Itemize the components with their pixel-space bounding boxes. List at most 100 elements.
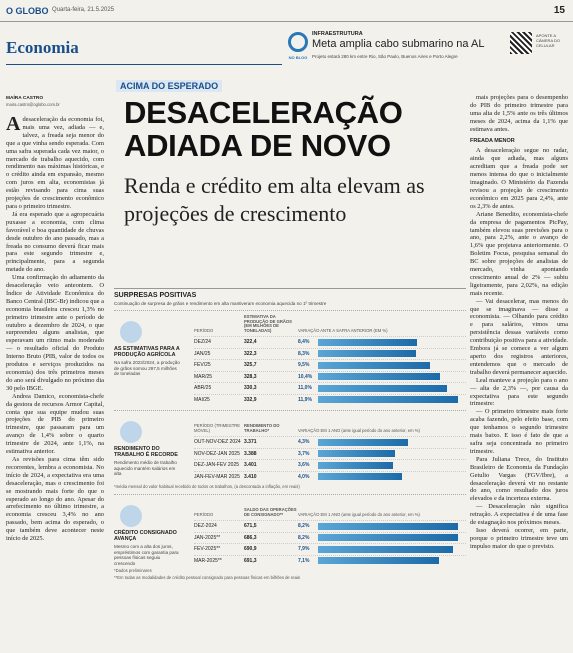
section-label: AS ESTIMATIVAS PARA A PRODUÇÃO AGRÍCOLA <box>114 346 180 359</box>
period: MAI/25 <box>194 396 210 403</box>
change-cell: 7,1% <box>298 557 466 565</box>
paragraph: Andrea Damico, economista-chefe da gesto… <box>6 392 104 456</box>
table-row: MAR/25 328,3 10,4% <box>194 370 466 383</box>
bar <box>318 396 458 404</box>
value: 690,9 <box>244 546 257 553</box>
paragraph: Isso deverá ocorrer, em parte, porque o … <box>470 526 568 550</box>
change-cell: 3,6% <box>298 461 466 469</box>
header-cell: PERÍODO (TRIMESTRE MÓVEL) <box>194 423 241 434</box>
period: MAR-2025** <box>194 557 222 564</box>
table-row: FEV/25 325,7 9,5% <box>194 359 466 371</box>
section-side: CRÉDITO CONSIGNADO AVANÇA Mesmo com a alt… <box>114 497 182 566</box>
promo-title: Meta amplia cabo submarino na AL <box>312 38 485 50</box>
table-row: ABR/25 330,3 11,0% <box>194 382 466 394</box>
paragraph: Para Juliana Trece, do Instituto Brasile… <box>470 455 568 503</box>
promo: NO BLOG INFRAESTRUTURA Meta amplia cabo … <box>288 30 568 66</box>
table-row: DEZ-JAN-FEV 2025 3.401 3,6% <box>194 459 466 471</box>
paragraph: Leal manteve a projeção para o ano — alt… <box>470 376 568 408</box>
bar <box>318 450 396 458</box>
infographic-subtitle: Continuação de surpresa de grãos e rendi… <box>114 301 327 306</box>
bar <box>318 438 408 446</box>
change-cell: 11,0% <box>298 384 466 392</box>
value: 332,9 <box>244 396 257 403</box>
table-row: JAN-2025** 686,3 8,2% <box>194 531 466 544</box>
table-header: PERÍODO SALDO DAS OPERAÇÕES DE CONSIGNADO… <box>194 498 466 520</box>
infographic-sections: AS ESTIMATIVAS PARA A PRODUÇÃO AGRÍCOLA N… <box>114 310 466 580</box>
table-row: DEZ/24 322,4 8,4% <box>194 336 466 348</box>
value: 3.401 <box>244 462 257 469</box>
value: 322,3 <box>244 350 257 357</box>
section-icon <box>120 321 142 343</box>
kicker: ACIMA DO ESPERADO <box>116 80 223 92</box>
note: **Em todas as modalidades de crédito pes… <box>114 575 300 580</box>
brand: O GLOBO <box>6 6 49 16</box>
period: JAN-2025** <box>194 534 221 541</box>
period: ABR/25 <box>194 385 212 392</box>
table-header: PERÍODO (TRIMESTRE MÓVEL) RENDIMENTO DO T… <box>194 414 466 436</box>
bar <box>318 473 402 481</box>
paragraph: A desaceleração da economia foi, mais um… <box>6 116 104 210</box>
value: 322,4 <box>244 339 257 346</box>
change-label: 11,9% <box>298 396 312 403</box>
infographic-title: SURPRESAS POSITIVAS <box>114 288 466 299</box>
bar <box>318 557 440 565</box>
value: 671,5 <box>244 523 257 530</box>
value: 328,3 <box>244 373 257 380</box>
change-cell: 8,2% <box>298 522 466 530</box>
headline: DESACELERAÇÃO ADIADA DE NOVO <box>124 96 403 162</box>
subheadline: Renda e crédito em alta elevam as projeç… <box>124 173 425 226</box>
table-row: MAI/25 332,9 11,9% <box>194 393 466 406</box>
paragraph: Ariane Benedito, economista-chefe da emp… <box>470 210 568 297</box>
table-row: MAR-2025** 691,3 7,1% <box>194 554 466 567</box>
change-cell: 8,4% <box>298 338 466 346</box>
section-title: Economia <box>6 38 79 57</box>
value: 3.388 <box>244 450 257 457</box>
infographic-section: CRÉDITO CONSIGNADO AVANÇA Mesmo com a alt… <box>114 494 466 580</box>
promo-icon-label: NO BLOG <box>288 55 308 60</box>
value: 3.410 <box>244 473 257 480</box>
note: *Dados preliminares <box>114 568 152 573</box>
section-description: Rendimento médio de trabalho aquecido ma… <box>114 460 177 477</box>
period: JAN/25 <box>194 350 211 357</box>
change-label: 9,5% <box>298 362 310 369</box>
change-cell: 4,3% <box>298 438 466 446</box>
period: FEV-2025** <box>194 546 221 553</box>
masthead: O GLOBO Quarta-feira, 21.5.2025 15 <box>0 0 573 22</box>
section-table: PERÍODO ESTIMATIVA DA PRODUÇÃO DE GRÃOS (… <box>194 314 466 405</box>
bar <box>318 461 394 469</box>
infographic-section: RENDIMENTO DO TRABALHO É RECORDE Rendimen… <box>114 410 466 489</box>
change-label: 3,7% <box>298 450 310 457</box>
section-description: Mesmo com a alta dos juros, empréstimos … <box>114 544 179 566</box>
change-label: 8,4% <box>298 339 310 346</box>
header-cell: ESTIMATIVA DA PRODUÇÃO DE GRÃOS (EM MILH… <box>244 313 292 334</box>
period: MAR/25 <box>194 373 213 380</box>
period: OUT-NOV-DEZ 2024 <box>194 439 241 446</box>
header-cell: PERÍODO <box>194 512 214 518</box>
value: 691,3 <box>244 557 257 564</box>
header-cell: VARIAÇÃO EM 1 ANO (ante igual período do… <box>298 512 420 518</box>
change-cell: 11,9% <box>298 396 466 404</box>
byline: MAÍRA CASTRO <box>6 96 44 101</box>
change-cell: 3,7% <box>298 450 466 458</box>
right-column: mais projeções para o desempenho do PIB … <box>470 94 568 650</box>
change-cell: 4,0% <box>298 473 466 481</box>
paragraph: Uma confirmação do adiamento da desacele… <box>6 274 104 392</box>
promo-icon <box>288 32 308 52</box>
change-cell: 9,5% <box>298 361 466 369</box>
period: DEZ-JAN-FEV 2025 <box>194 462 240 469</box>
date: Quarta-feira, 21.5.2025 <box>52 7 115 13</box>
change-label: 11,0% <box>298 385 312 392</box>
value: 3.371 <box>244 439 257 446</box>
period: DEZ/24 <box>194 339 211 346</box>
change-label: 4,0% <box>298 473 310 480</box>
bar <box>318 350 416 358</box>
infographic: SURPRESAS POSITIVAS Continuação de surpr… <box>114 288 466 650</box>
section-icon <box>120 421 142 443</box>
change-cell: 8,2% <box>298 534 466 542</box>
paragraph: — Desaceleração não significa retração. … <box>470 503 568 527</box>
table-row: NOV-DEZ-JAN 2025 3.388 3,7% <box>194 447 466 460</box>
bar <box>318 534 458 542</box>
headline-line: DESACELERAÇÃO <box>124 95 403 130</box>
change-cell: 8,3% <box>298 350 466 358</box>
